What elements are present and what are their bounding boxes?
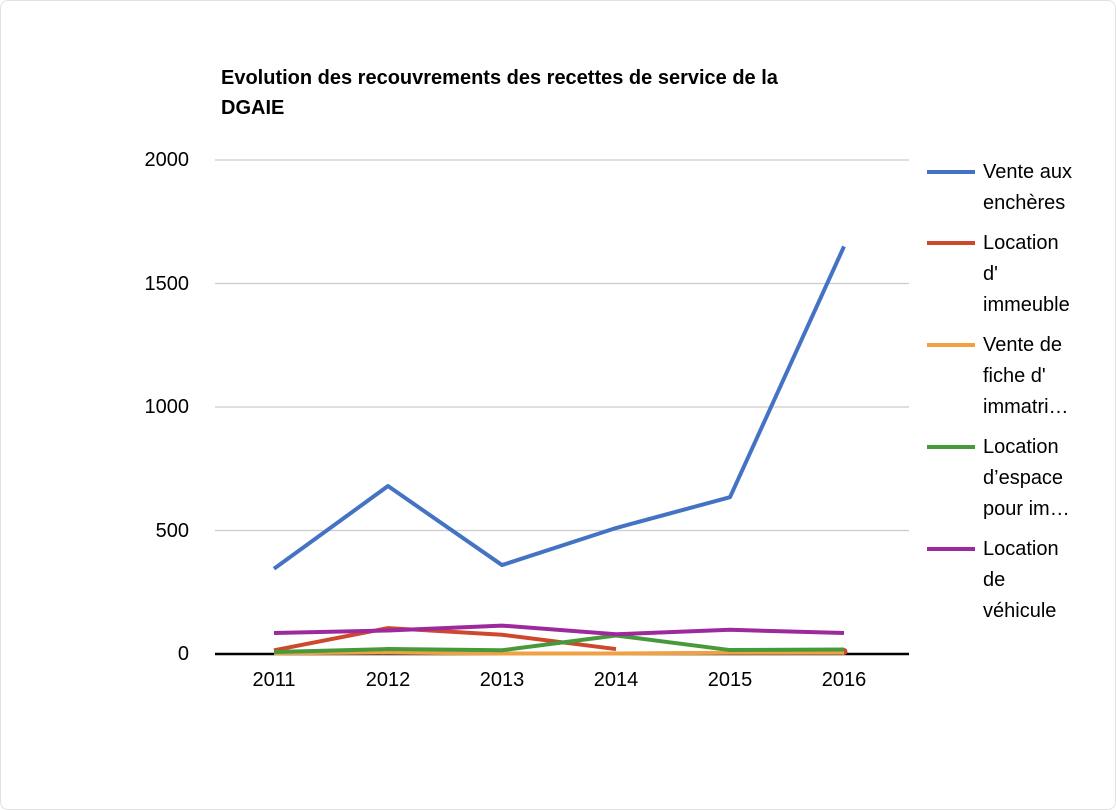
legend-label: Location de véhicule — [983, 538, 1059, 622]
y-tick-label: 0 — [177, 643, 189, 665]
x-tick-label: 2013 — [479, 669, 525, 691]
legend-item-vente-aux-ench-res: Vente aux enchères — [927, 157, 1107, 219]
legend-item-location-d-immeuble: Location d' immeuble — [927, 228, 1107, 321]
chart-title: Evolution des recouvrements des recettes… — [221, 67, 778, 119]
x-tick-label: 2016 — [821, 669, 867, 691]
legend-label: Location d’espace pour im… — [983, 436, 1070, 520]
series-line-vente-de-fiche-d-immatri[interactable] — [273, 650, 844, 656]
x-tick-label: 2012 — [365, 669, 411, 691]
legend-label: Vente de fiche d' immatri… — [983, 334, 1069, 418]
chart-legend: Vente aux enchères Location d' immeuble Ve… — [927, 157, 1107, 627]
y-tick-label: 1000 — [144, 396, 190, 418]
legend-swatch-location-d-espace-pour-im — [927, 445, 975, 449]
legend-swatch-vente-aux-ench-res — [927, 170, 975, 174]
y-tick-label: 2000 — [144, 149, 190, 171]
series-line-vente-aux-ench-res[interactable] — [272, 245, 846, 571]
legend-label: Location d' immeuble — [983, 232, 1070, 316]
series-line-location-d-espace-pour-im[interactable] — [273, 633, 845, 655]
legend-swatch-location-d-immeuble — [927, 241, 975, 245]
y-tick-label: 500 — [155, 519, 189, 542]
series-line-location-de-v-hicule[interactable] — [273, 623, 845, 637]
y-tick-label: 1500 — [144, 272, 190, 295]
legend-label: Vente aux enchères — [983, 161, 1072, 214]
legend-item-location-de-v-hicule: Location de véhicule — [927, 534, 1107, 627]
x-tick-label: 2015 — [707, 669, 753, 691]
legend-swatch-location-de-v-hicule — [927, 547, 975, 551]
legend-swatch-vente-de-fiche-d-immatri — [927, 343, 975, 347]
legend-item-location-d-espace-pour-im: Location d’espace pour im… — [927, 432, 1107, 525]
x-tick-label: 2011 — [252, 669, 296, 691]
x-tick-label: 2014 — [593, 669, 639, 691]
legend-item-vente-de-fiche-d-immatri: Vente de fiche d' immatri… — [927, 330, 1107, 423]
